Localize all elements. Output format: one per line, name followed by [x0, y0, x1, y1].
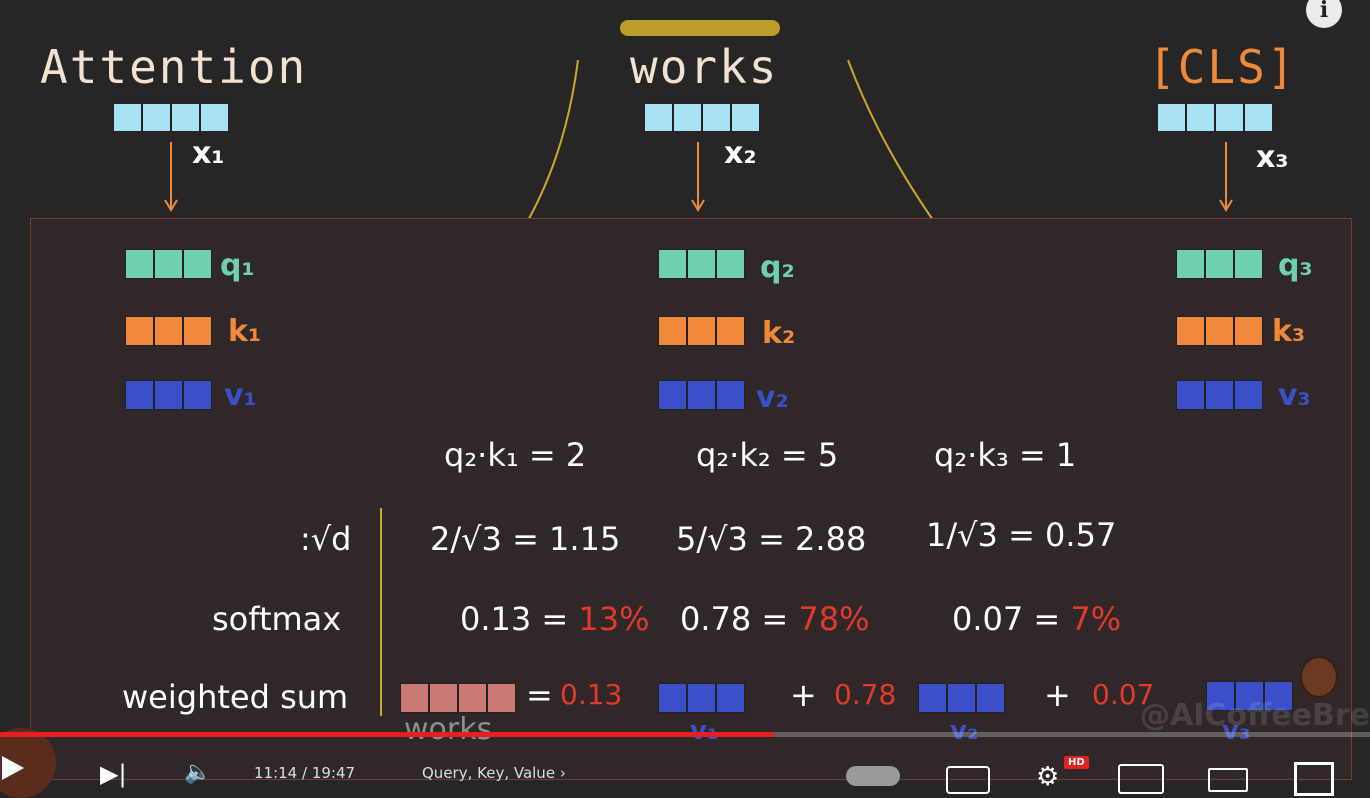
scale-label: :√d: [300, 520, 352, 558]
x3-label: x₃: [1256, 140, 1289, 175]
scaled-score-3: 1/√3 = 0.57: [926, 516, 1117, 554]
coffee-bean-mascot-icon: [1300, 656, 1338, 698]
dot-product-1: q₂·k₁ = 2: [444, 436, 587, 474]
value-vector-1: [125, 380, 212, 410]
q3-label: q₃: [1278, 248, 1313, 283]
key-vector-2: [658, 316, 745, 346]
k1-label: k₁: [228, 314, 262, 349]
arrow-down-icon: [164, 142, 178, 212]
scaled-score-2: 5/√3 = 2.88: [676, 520, 867, 558]
player-controls: ▶| 🔈 11:14 / 19:47 Query, Key, Value › ⚙…: [0, 740, 1370, 796]
query-vector-1: [125, 249, 212, 279]
weighted-value-vector-3: [1206, 681, 1293, 711]
scaled-score-1: 2/√3 = 1.15: [430, 520, 621, 558]
softmax-label: softmax: [212, 600, 342, 638]
weighted-value-vector-1: [658, 683, 745, 713]
plus-sign-2: +: [1044, 676, 1071, 714]
token-word-attention: Attention: [40, 40, 308, 94]
v1-label: v₁: [224, 378, 257, 413]
v2-label: v₂: [756, 380, 789, 415]
softmax-pct-1: 13%: [578, 600, 650, 638]
arrow-down-icon: [1219, 142, 1233, 212]
theater-mode-icon[interactable]: [1208, 768, 1248, 792]
chapter-title[interactable]: Query, Key, Value ›: [422, 764, 566, 782]
dot-product-3: q₂·k₃ = 1: [934, 436, 1077, 474]
v3-label: v₃: [1278, 378, 1311, 413]
hd-badge: HD: [1064, 756, 1089, 769]
weighted-v3-label: v₃: [1222, 716, 1251, 746]
dot-product-2: q₂·k₂ = 5: [696, 436, 839, 474]
time-display: 11:14 / 19:47: [254, 764, 356, 782]
softmax-prob-3: 0.07 =: [952, 600, 1061, 638]
weighted-v1-label: v₁: [690, 716, 719, 746]
next-icon[interactable]: ▶|: [100, 760, 127, 788]
info-icon[interactable]: i: [1306, 0, 1342, 28]
progress-played[interactable]: [0, 732, 775, 737]
embedding-x1: [113, 103, 229, 132]
row-divider: [380, 508, 382, 716]
chevron-right-icon: ›: [559, 764, 566, 782]
weighted-sum-label: weighted sum: [122, 678, 349, 716]
autoplay-toggle[interactable]: [846, 766, 900, 786]
chapter-label: Query, Key, Value: [422, 764, 556, 782]
k2-label: k₂: [762, 316, 796, 351]
weighted-v2-label: v₂: [950, 716, 979, 746]
softmax-value-1: 0.13 = 13%: [460, 600, 650, 638]
token-word-cls: [CLS]: [1148, 40, 1297, 94]
arrow-down-icon: [691, 142, 705, 212]
channel-watermark: @AICoffeeBreak: [1140, 698, 1370, 733]
key-vector-1: [125, 316, 212, 346]
plus-sign-1: +: [790, 676, 817, 714]
token-word-works: works: [630, 40, 779, 94]
k3-label: k₃: [1272, 314, 1306, 349]
subtitles-icon[interactable]: [946, 766, 990, 794]
query-vector-3: [1176, 249, 1263, 279]
embedding-x2: [644, 103, 760, 132]
result-label: works: [404, 712, 493, 747]
q2-label: q₂: [760, 250, 795, 285]
settings-gear-icon[interactable]: ⚙: [1036, 762, 1060, 792]
softmax-pct-3: 7%: [1070, 600, 1122, 638]
fullscreen-icon[interactable]: [1294, 762, 1334, 796]
softmax-value-3: 0.07 = 7%: [952, 600, 1121, 638]
highlight-scribble: [620, 20, 780, 36]
key-vector-3: [1176, 316, 1263, 346]
weight-2: 0.78: [834, 678, 897, 711]
weighted-value-vector-2: [918, 683, 1005, 713]
value-vector-3: [1176, 380, 1263, 410]
softmax-value-2: 0.78 = 78%: [680, 600, 870, 638]
value-vector-2: [658, 380, 745, 410]
softmax-prob-2: 0.78 =: [680, 600, 789, 638]
play-icon[interactable]: [2, 756, 24, 780]
weight-1: 0.13: [560, 678, 623, 711]
x2-label: x₂: [724, 136, 757, 171]
volume-icon[interactable]: 🔈: [184, 760, 212, 785]
weight-3: 0.07: [1092, 678, 1155, 711]
equals-sign: =: [526, 676, 553, 714]
x1-label: x₁: [192, 136, 225, 171]
embedding-x3: [1157, 103, 1273, 132]
q1-label: q₁: [220, 248, 255, 283]
miniplayer-icon[interactable]: [1118, 764, 1164, 794]
result-vector: [400, 683, 516, 713]
query-vector-2: [658, 249, 745, 279]
softmax-pct-2: 78%: [798, 600, 870, 638]
softmax-prob-1: 0.13 =: [460, 600, 569, 638]
